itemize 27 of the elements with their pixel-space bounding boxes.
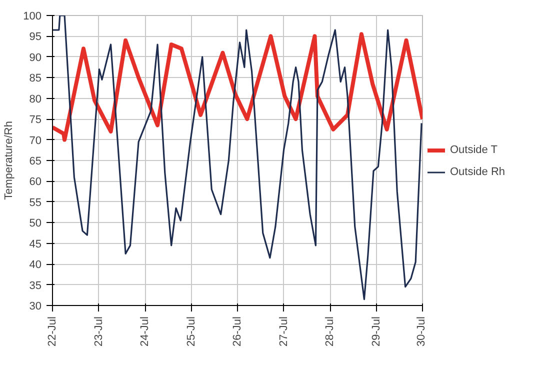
legend-label: Outside T [450,144,498,156]
x-tick-label: 23-Jul [92,316,105,346]
y-tick-label: 80 [29,93,42,106]
y-tick-label: 35 [29,280,42,292]
y-tick-label: 55 [29,196,42,209]
y-tick-label: 85 [29,72,42,85]
y-tick-label: 50 [29,218,42,230]
y-tick-label: 100 [23,10,42,22]
y-tick-label: 65 [29,156,42,168]
y-tick-label: 75 [29,114,42,126]
x-tick-label: 24-Jul [139,316,151,346]
x-tick-label: 30-Jul [416,316,428,346]
y-tick-label: 90 [29,52,42,64]
legend-label: Outside Rh [450,166,506,178]
y-tick-label: 40 [29,259,42,272]
x-tick-label: 29-Jul [370,316,382,346]
x-tick-label: 28-Jul [324,316,336,346]
x-tick-label: 22-Jul [46,316,58,346]
y-tick-label: 60 [29,176,42,188]
y-tick-label: 30 [29,300,42,312]
x-tick-label: 27-Jul [278,316,290,346]
y-tick-label: 70 [29,134,42,147]
x-tick-label: 25-Jul [185,316,198,346]
y-tick-label: 45 [29,238,42,250]
x-tick-label: 26-Jul [232,316,244,346]
y-axis-title: Temperature/Rh [3,121,16,200]
y-tick-label: 95 [29,31,42,44]
